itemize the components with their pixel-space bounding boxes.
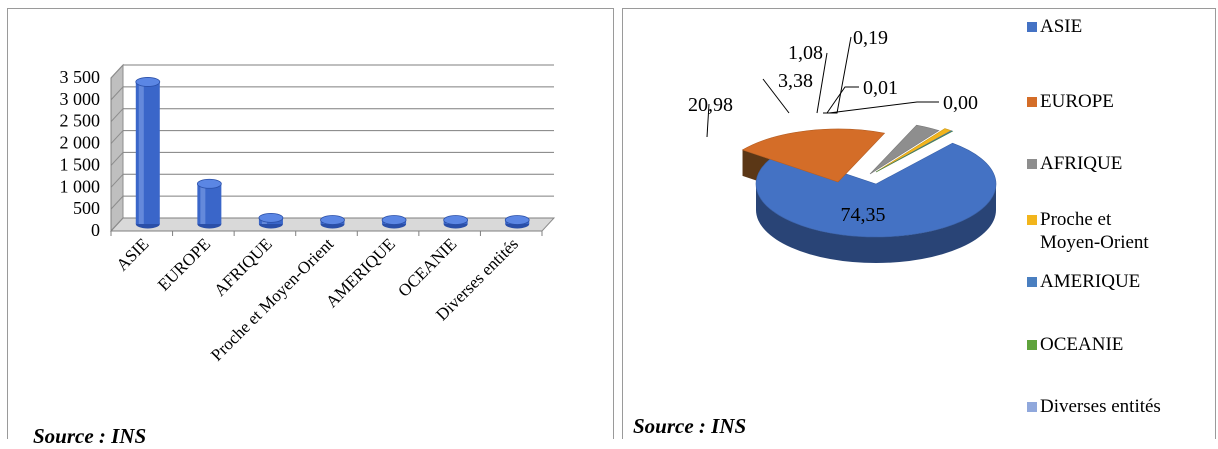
bar-2 (258, 212, 284, 229)
value-label: 0,00 (943, 92, 978, 114)
value-label: 3,38 (778, 70, 813, 92)
x-category-label: AFRIQUE (210, 234, 276, 300)
legend-label: ASIE (1040, 16, 1083, 37)
gridline-side (110, 86, 124, 101)
bar-top (504, 215, 530, 225)
side-wall (110, 63, 124, 233)
value-label: 0,01 (863, 77, 898, 99)
y-tick-label: 2 500 (60, 111, 101, 131)
leader-line (816, 52, 828, 114)
bar-6 (504, 215, 530, 229)
y-tick-label: 1 500 (60, 154, 101, 174)
bar-highlight (200, 183, 206, 224)
bar-top (320, 215, 345, 225)
bar-0 (135, 77, 161, 229)
bar-top (258, 212, 284, 223)
legend-swatch (1027, 402, 1037, 412)
pie-chart-panel: 74,35 20,98 3,38 1,08 0,19 0,01 0,00 ASIE EUROP… (622, 8, 1216, 439)
value-label: 0,19 (853, 27, 888, 49)
slice-2 (869, 124, 940, 175)
y-tick-label: 2 000 (60, 133, 101, 153)
x-category-label: ASIE (112, 234, 152, 274)
bar-top (381, 215, 407, 225)
legend-label: EUROPE (1040, 91, 1114, 112)
legend-swatch (1027, 215, 1037, 225)
pie-chart-source: Source : INS (633, 414, 747, 438)
bar-3 (320, 215, 345, 229)
bar-chart-panel: 0 500 1 000 1 500 2 000 2 500 3 000 3 500 ASIE EU… (7, 8, 614, 448)
legend-swatch (1027, 159, 1037, 169)
bar-top (196, 178, 222, 189)
value-label: 74,35 (841, 204, 886, 226)
gridline-side (110, 217, 124, 232)
pie-chart: 74,35 20,98 3,38 1,08 0,19 0,01 0,00 (668, 19, 1008, 383)
leader-line (826, 86, 859, 114)
gridline-side (110, 195, 124, 210)
y-tick-label: 3 000 (60, 89, 101, 109)
gridline-side (110, 152, 124, 166)
bar-4 (381, 215, 407, 229)
leader-line (706, 103, 710, 138)
bar-top (135, 77, 161, 87)
y-tick-label: 1 000 (60, 176, 101, 196)
legend-swatch (1027, 277, 1037, 287)
value-label: 1,08 (788, 42, 823, 64)
slice-1 (741, 128, 886, 183)
bar-1 (196, 178, 222, 229)
x-category-label: OCEANIE (394, 234, 460, 300)
bar-highlight (138, 81, 144, 224)
leader-line (828, 101, 939, 114)
value-label: 20,98 (688, 94, 733, 116)
leader-line (823, 36, 852, 114)
legend-label: OCEANIE (1040, 334, 1124, 355)
legend-label: AMERIQUE (1040, 271, 1141, 292)
legend-label: AFRIQUE (1040, 153, 1123, 174)
gridline-side (110, 64, 124, 79)
y-tick-label: 3 500 (60, 67, 101, 87)
gridline-side (110, 130, 124, 144)
legend-swatch (1027, 97, 1037, 107)
leader-line (762, 78, 790, 114)
bar-chart-source: Source : INS (33, 424, 147, 448)
x-category-label: Proche et Moyen-Orient (207, 234, 337, 364)
legend-swatch (1027, 22, 1037, 32)
legend-label: Diverses entités (1040, 396, 1161, 417)
legend-label: Proche et Moyen-Orient (1040, 209, 1149, 253)
gridline-side (110, 108, 124, 123)
slice-5 (875, 130, 954, 173)
y-tick-label: 0 (91, 220, 100, 240)
bar-top (443, 215, 469, 225)
gridline-side (110, 173, 124, 188)
slice-wall (756, 184, 996, 263)
y-tick-label: 500 (73, 198, 100, 218)
legend-swatch (1027, 340, 1037, 350)
bar-5 (443, 215, 469, 229)
x-category-label: EUROPE (154, 234, 214, 294)
